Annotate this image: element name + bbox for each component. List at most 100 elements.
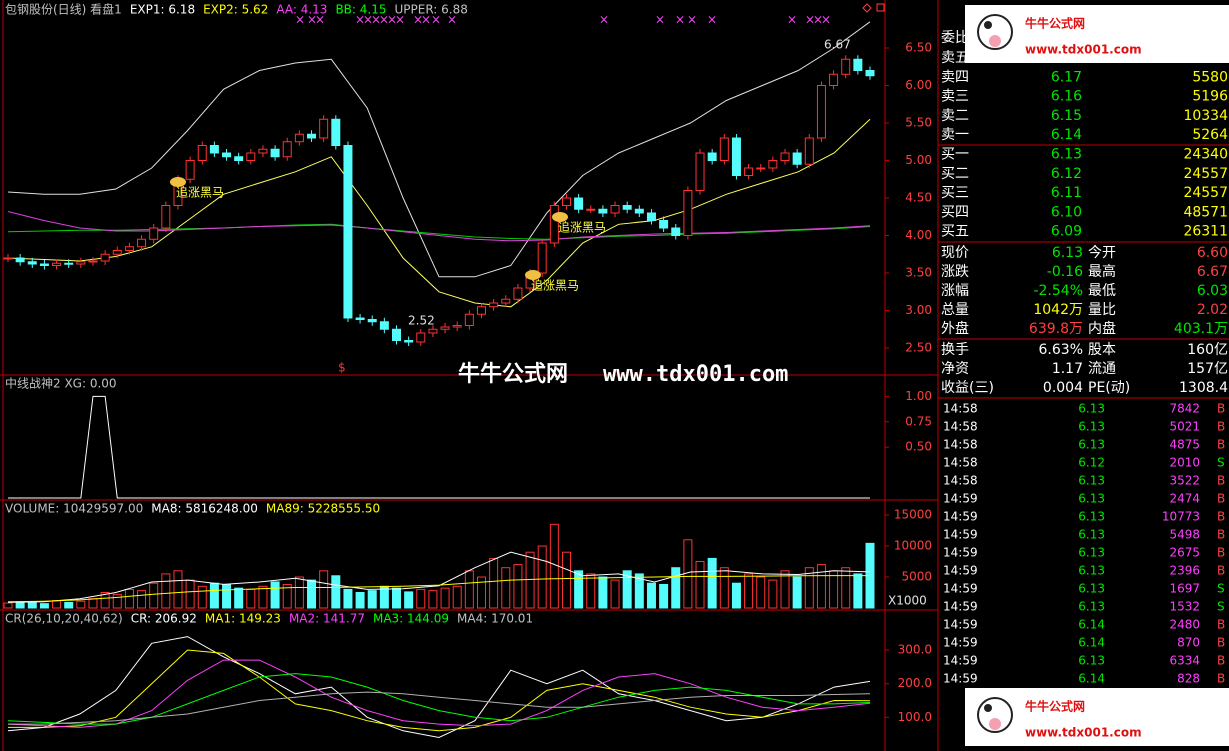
volume-bar — [829, 570, 839, 609]
candle — [124, 246, 134, 251]
logo-cow-spot — [984, 704, 992, 712]
candle — [537, 242, 547, 274]
quote-label: 卖一 — [941, 127, 969, 143]
volume-bar — [416, 588, 426, 609]
quote-label: 涨跌 — [941, 264, 969, 280]
annotation: 追涨黑马 — [531, 278, 579, 293]
signal-cross: × — [655, 13, 665, 27]
volume-bar — [440, 587, 450, 609]
volume-bar — [853, 573, 863, 609]
candle — [476, 306, 486, 315]
annotation: 6.67 — [824, 38, 851, 52]
volume-bar — [707, 557, 717, 609]
candle — [561, 197, 571, 206]
legend-item: BB: 4.15 — [335, 3, 386, 17]
candle — [440, 326, 450, 330]
candle — [671, 227, 681, 236]
legend-item: MA4: 170.01 — [457, 612, 533, 626]
tick-side: B — [1217, 618, 1225, 632]
candle — [64, 262, 74, 265]
volume-bar — [270, 581, 280, 609]
y-tick-label: 3.50 — [905, 266, 932, 280]
volume-bar — [173, 570, 183, 609]
quote-label: 股本 — [1088, 342, 1116, 358]
tick-side: B — [1217, 636, 1225, 650]
candle — [707, 152, 717, 161]
tick-price: 6.13 — [1078, 600, 1105, 614]
order-volume: 24557 — [1183, 185, 1228, 201]
candle — [52, 262, 62, 266]
legend-item: MA1: 149.23 — [205, 612, 281, 626]
quote-value: 403.1万 — [1174, 321, 1228, 337]
volume-bar — [234, 587, 244, 609]
signal-cross: × — [379, 13, 389, 27]
volume-bar — [331, 575, 341, 609]
volume-bar — [574, 570, 584, 609]
tick-price: 6.13 — [1078, 474, 1105, 488]
order-volume: 24340 — [1183, 147, 1228, 163]
order-price: 6.09 — [1051, 224, 1082, 240]
cr-line — [7, 636, 871, 739]
candle — [392, 328, 402, 341]
candle — [379, 321, 389, 330]
volume-bar — [88, 598, 98, 609]
tick-price: 6.13 — [1078, 582, 1105, 596]
tick-time: 14:59 — [943, 582, 978, 596]
tick-price: 6.13 — [1078, 564, 1105, 578]
candle — [695, 152, 705, 191]
volume-bar — [246, 588, 256, 609]
order-price: 6.10 — [1051, 204, 1082, 220]
candle — [112, 250, 122, 255]
signal-marker — [552, 212, 568, 222]
tick-time: 14:58 — [943, 420, 978, 434]
candle — [88, 260, 98, 263]
candle — [610, 205, 620, 214]
legend-item: VOLUME: 10429597.00 — [5, 502, 143, 516]
volume-bar — [598, 576, 608, 609]
signal-cross: × — [387, 13, 397, 27]
tick-volume: 828 — [1177, 672, 1200, 686]
candle — [222, 152, 232, 158]
volume-bar — [804, 567, 814, 609]
signal-cross: × — [363, 13, 373, 27]
volume-bar — [792, 576, 802, 609]
tick-volume: 2010 — [1169, 456, 1200, 470]
signal-cross: × — [355, 13, 365, 27]
quote-label: 换手 — [941, 341, 969, 358]
volume-bar — [209, 582, 219, 609]
legend-item: MA3: 144.09 — [373, 612, 449, 626]
annotation: 2.52 — [408, 314, 435, 328]
quote-value: 160亿 — [1187, 342, 1228, 358]
y-tick-label: 3.00 — [905, 303, 932, 317]
signal-cross: × — [295, 13, 305, 27]
tick-time: 14:59 — [943, 564, 978, 578]
annotation: 追涨黑马 — [176, 185, 224, 200]
logo-cow-nose — [989, 35, 1001, 47]
quote-label: 买三 — [941, 185, 969, 201]
volume-bar — [258, 585, 268, 609]
tick-volume: 7842 — [1169, 402, 1200, 416]
tick-time: 14:59 — [943, 510, 978, 524]
tick-price: 6.12 — [1078, 456, 1105, 470]
order-volume: 5264 — [1192, 127, 1228, 143]
signal-cross: × — [687, 13, 697, 27]
volume-bar — [744, 573, 754, 609]
tick-volume: 4875 — [1169, 438, 1200, 452]
annotation: 追涨黑马 — [558, 220, 606, 235]
quote-label: 最高 — [1088, 263, 1116, 280]
signal-marker — [170, 177, 186, 187]
tick-price: 6.13 — [1078, 654, 1105, 668]
order-price: 6.12 — [1051, 166, 1082, 182]
quote-label: 内盘 — [1088, 320, 1116, 337]
candle — [282, 141, 292, 158]
legend-item: AA: 4.13 — [276, 3, 327, 17]
volume-bar — [76, 600, 86, 609]
y-tick-label: 10000 — [894, 539, 932, 553]
candle — [270, 148, 280, 158]
tick-volume: 2480 — [1169, 618, 1200, 632]
tick-volume: 2474 — [1169, 492, 1200, 506]
candle — [100, 253, 110, 262]
volume-bar — [112, 593, 122, 609]
volume-bar — [622, 570, 632, 609]
candle — [234, 156, 244, 161]
